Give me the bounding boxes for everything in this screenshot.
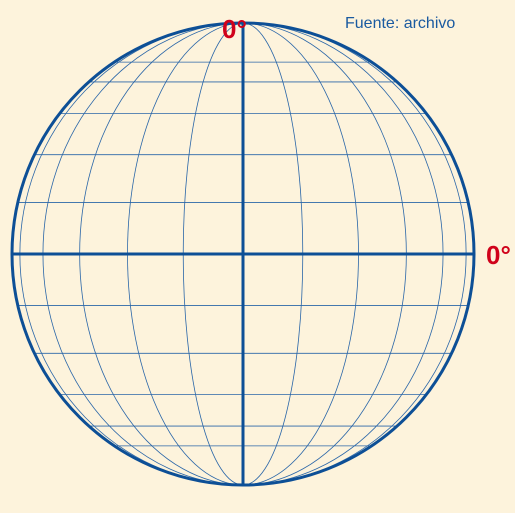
right-label: 0° [486,240,511,270]
source-note: Fuente: archivo [345,15,455,32]
top-label: 0° [222,14,247,44]
